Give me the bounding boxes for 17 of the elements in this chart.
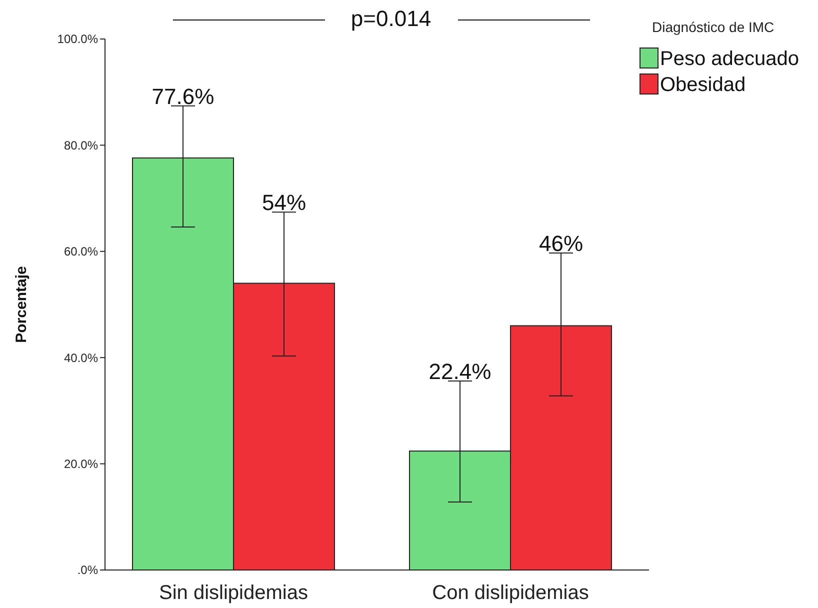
y-tick-label: 60.0% [64,244,98,259]
legend-label: Obesidad [660,74,746,96]
y-tick-label: .0% [77,563,98,578]
y-tick-label: 40.0% [64,350,98,365]
y-tick-label: 20.0% [64,457,98,471]
data-label: 54% [262,190,306,216]
data-label: 46% [538,230,584,256]
data-label: 22.4% [428,358,492,384]
y-axis-title: Porcentaje [13,266,30,343]
y-tick-label: 80.0% [64,138,98,152]
legend-label: Peso adecuado [660,48,800,70]
text: p=0.014 [350,6,432,31]
x-tick-label: Sin dislipidemias [159,582,308,604]
data-label: 77.6% [152,84,214,109]
y-tick-label: 100.0% [57,32,98,46]
x-tick-label: Con dislipidemias [432,582,589,604]
legend-title: Diagnóstico de IMC [652,19,774,35]
